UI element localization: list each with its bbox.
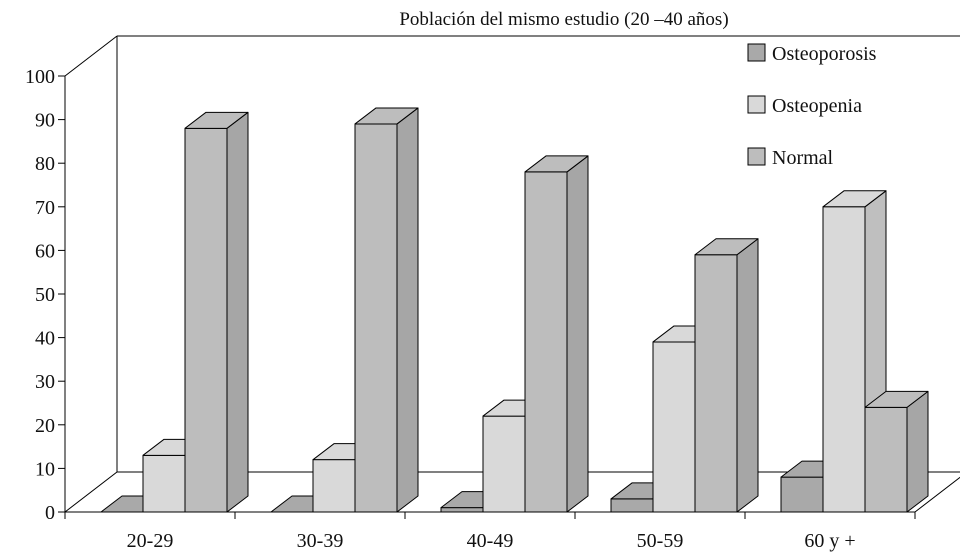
y-tick-label: 90 <box>35 110 55 132</box>
bar-normal-50-59 <box>694 238 759 513</box>
legend-item-osteoporosis: Osteoporosis <box>747 43 877 65</box>
legend-swatch <box>747 95 766 114</box>
legend-item-osteopenia: Osteopenia <box>747 95 862 117</box>
bar-top <box>354 107 419 125</box>
bar-side <box>226 111 249 513</box>
bar-normal-20-29 <box>184 111 249 513</box>
legend-label: Osteoporosis <box>772 43 877 65</box>
y-tick-label: 80 <box>35 153 55 175</box>
bar-side <box>906 390 929 513</box>
bar-front <box>142 454 186 513</box>
y-tick-label: 20 <box>35 415 55 437</box>
legend-swatch <box>747 43 766 62</box>
bar-front <box>694 254 738 513</box>
y-tick-label: 30 <box>35 371 55 393</box>
chart-title: Población del mismo estudio (20 –40 años… <box>399 9 728 30</box>
bar-front <box>184 127 228 513</box>
legend: Osteoporosis Osteopenia Normal <box>747 43 877 169</box>
y-axis: 0 10 20 30 40 50 60 70 80 90 100 <box>25 66 66 524</box>
bar-front <box>482 415 526 513</box>
bar-top <box>524 155 589 173</box>
bars <box>100 107 929 513</box>
bar-top <box>864 390 929 408</box>
bar-front <box>864 406 908 513</box>
legend-label: Osteopenia <box>772 95 862 117</box>
bar-top <box>694 238 759 256</box>
y-tick-label: 60 <box>35 240 55 262</box>
bar-front <box>354 123 398 513</box>
bar-front <box>822 206 866 513</box>
x-tick-label: 20-29 <box>127 530 174 552</box>
bar-normal-60 y + <box>864 390 929 513</box>
x-axis: 20-29 30-39 40-49 50-59 60 y + <box>64 511 916 552</box>
bar-normal-40-49 <box>524 155 589 513</box>
bar-front <box>780 476 824 513</box>
y-tick-label: 100 <box>25 66 55 88</box>
legend-label: Normal <box>772 147 834 169</box>
bar-top <box>184 111 249 129</box>
back-wall-edge <box>117 35 960 37</box>
bar-osteopenia-60 y + <box>822 190 887 513</box>
bar-front <box>610 498 654 513</box>
x-tick-label: 50-59 <box>637 530 684 552</box>
legend-swatch <box>747 147 766 166</box>
bar-normal-30-39 <box>354 107 419 513</box>
y-tick-label: 10 <box>35 458 55 480</box>
side-wall-top-edge <box>64 35 118 77</box>
x-tick-label: 60 y + <box>804 530 855 552</box>
bar-front <box>652 341 696 513</box>
y-tick-label: 50 <box>35 284 55 306</box>
y-tick-label: 40 <box>35 328 55 350</box>
bar-front <box>312 459 356 513</box>
bar-top <box>822 190 887 208</box>
y-tick-label: 70 <box>35 197 55 219</box>
bar-front <box>440 507 484 513</box>
bar-side <box>736 238 759 513</box>
x-tick-label: 30-39 <box>297 530 344 552</box>
bar-front <box>524 171 568 513</box>
y-tick-label: 0 <box>45 502 55 524</box>
legend-item-normal: Normal <box>747 147 834 169</box>
x-tick-label: 40-49 <box>467 530 514 552</box>
bar-side <box>396 107 419 513</box>
bar-side <box>566 155 589 513</box>
